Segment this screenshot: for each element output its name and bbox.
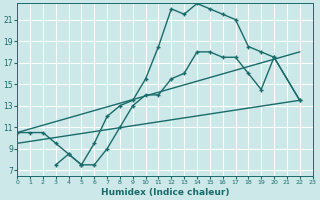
X-axis label: Humidex (Indice chaleur): Humidex (Indice chaleur) [101, 188, 229, 197]
